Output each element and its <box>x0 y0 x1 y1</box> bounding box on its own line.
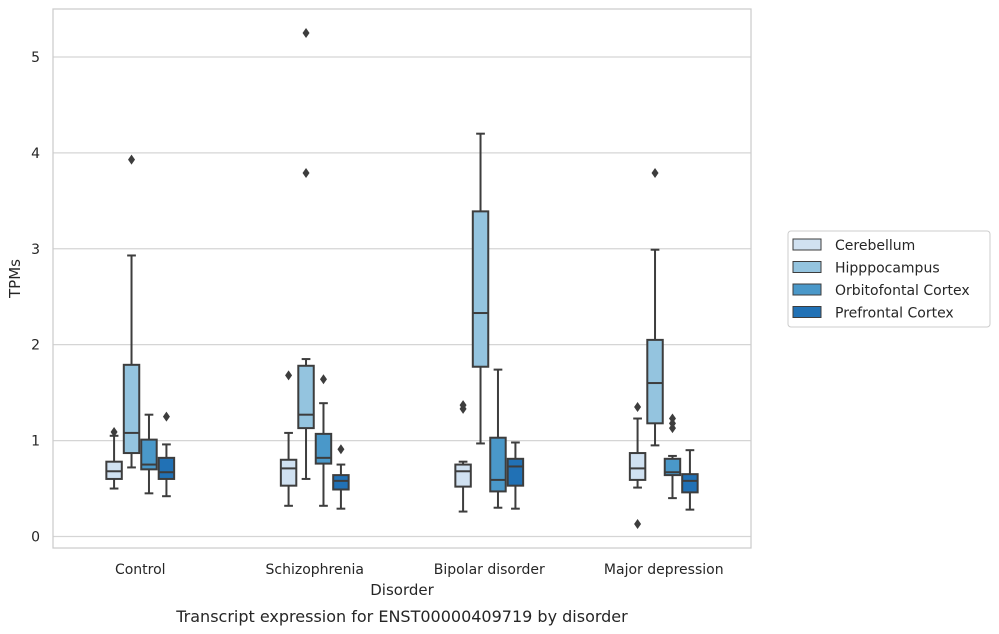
y-axis-label: TPMs <box>6 259 24 299</box>
box-group <box>105 426 123 490</box>
y-tick-labels: 0 1 2 3 4 5 <box>31 50 40 546</box>
box-group <box>471 132 490 445</box>
box-group <box>332 444 350 510</box>
x-tick-labels: Control Schizophrenia Bipolar disorder Majo… <box>115 562 724 578</box>
outlier-point <box>319 374 327 385</box>
box-group <box>681 449 699 511</box>
outlier-point <box>128 154 136 165</box>
box <box>663 457 682 477</box>
box-group <box>506 441 525 510</box>
box <box>332 474 350 491</box>
outlier-point <box>302 27 310 38</box>
box <box>454 463 472 488</box>
outlier-point <box>651 168 659 179</box>
box-group <box>279 370 298 507</box>
box-group <box>157 411 176 498</box>
x-tick-label: Bipolar disorder <box>434 562 545 578</box>
box-group <box>297 27 315 480</box>
outlier-point <box>337 444 345 455</box>
box-group <box>314 374 333 507</box>
box-group <box>628 402 647 530</box>
box <box>122 363 141 455</box>
outlier-point <box>162 411 170 422</box>
outlier-point <box>634 402 642 413</box>
box <box>471 210 490 368</box>
gridlines <box>53 56 751 538</box>
box <box>314 432 333 465</box>
outlier-point <box>459 400 467 411</box>
y-tick-label: 0 <box>31 529 40 545</box>
legend-swatch <box>792 306 822 318</box>
y-tick-label: 1 <box>31 434 40 450</box>
box-group <box>122 154 141 469</box>
legend-label: Prefrontal Cortex <box>835 306 954 322</box>
legend: Cerebellum Hipppocampus Orbitofontal Corte… <box>787 230 991 328</box>
outlier-point <box>285 370 293 381</box>
box <box>297 364 315 430</box>
legend-swatch <box>792 261 822 273</box>
box <box>140 438 158 471</box>
legend-label: Orbitofontal Cortex <box>835 283 970 299</box>
outlier-point <box>668 413 676 424</box>
outlier-point <box>110 426 118 437</box>
x-tick-label: Schizophrenia <box>266 562 364 578</box>
y-tick-label: 5 <box>31 50 40 66</box>
box <box>489 436 507 493</box>
box-group <box>140 413 158 495</box>
chart-caption: Transcript expression for ENST0000040971… <box>175 607 628 626</box>
legend-swatch <box>792 238 822 251</box>
x-axis-label: Disorder <box>370 581 434 599</box>
x-tick-label: Control <box>115 562 166 578</box>
box-group <box>663 413 682 500</box>
box-group <box>454 400 472 513</box>
box <box>157 456 176 480</box>
box <box>681 473 699 494</box>
box-group <box>489 368 507 509</box>
box-group <box>646 168 664 447</box>
box <box>646 338 664 425</box>
y-tick-label: 2 <box>31 338 40 354</box>
legend-label: Cerebellum <box>835 238 915 254</box>
box <box>506 457 525 487</box>
outlier-point <box>634 519 642 530</box>
y-tick-label: 4 <box>31 146 40 162</box>
plot-frame <box>52 8 752 549</box>
y-tick-label: 3 <box>31 242 40 258</box>
boxes <box>105 27 699 530</box>
box <box>279 458 298 487</box>
legend-label: Hipppocampus <box>835 261 940 277</box>
legend-frame <box>787 230 991 328</box>
box <box>628 452 647 481</box>
x-tick-label: Major depression <box>604 562 724 578</box>
outlier-point <box>302 168 310 179</box>
legend-swatch <box>792 283 822 296</box>
